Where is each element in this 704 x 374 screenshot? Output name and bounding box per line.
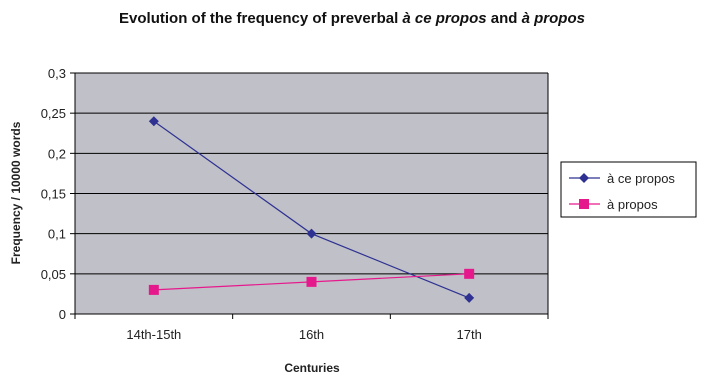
data-point [148,284,159,295]
title-italic-2: à propos [521,10,585,27]
data-point [464,292,475,303]
x-tick-label: 16th [299,327,324,342]
data-point [148,116,159,127]
legend-swatch-marker [579,199,589,209]
y-tick-label: 0,1 [48,227,66,242]
data-point [464,268,475,279]
legend-item: à propos [569,197,658,212]
series-layer [148,116,475,303]
data-point [306,276,317,287]
y-tick-label: 0,15 [41,187,66,202]
chart-title: Evolution of the frequency of preverbal … [0,10,704,27]
legend: à ce propos à propos [560,161,697,218]
legend-item: à ce propos [569,171,675,186]
y-tick-labels: 0 0,05 0,1 0,15 0,2 0,25 0,3 [41,66,75,322]
legend-swatch-marker [579,173,589,183]
legend-label: à ce propos [607,171,675,186]
y-tick-label: 0,25 [41,106,66,121]
title-italic-1: à ce propos [402,10,487,27]
title-lead: Evolution of the frequency of preverbal [119,10,403,27]
y-tick-label: 0,2 [48,146,66,161]
x-tick-label: 17th [457,327,482,342]
y-tick-label: 0 [59,307,66,322]
legend-label: à propos [607,197,658,212]
title-mid: and [486,10,522,27]
y-axis-label: Frequency / 10000 words [9,121,23,264]
y-tick-label: 0,3 [48,66,66,81]
x-tick-labels: 14th-15th 16th 17th [74,314,549,342]
x-tick-label: 14th-15th [126,327,181,342]
x-axis-label: Centuries [284,361,340,374]
data-point [306,228,317,239]
series-2 [148,268,475,295]
y-tick-label: 0,05 [41,267,66,282]
